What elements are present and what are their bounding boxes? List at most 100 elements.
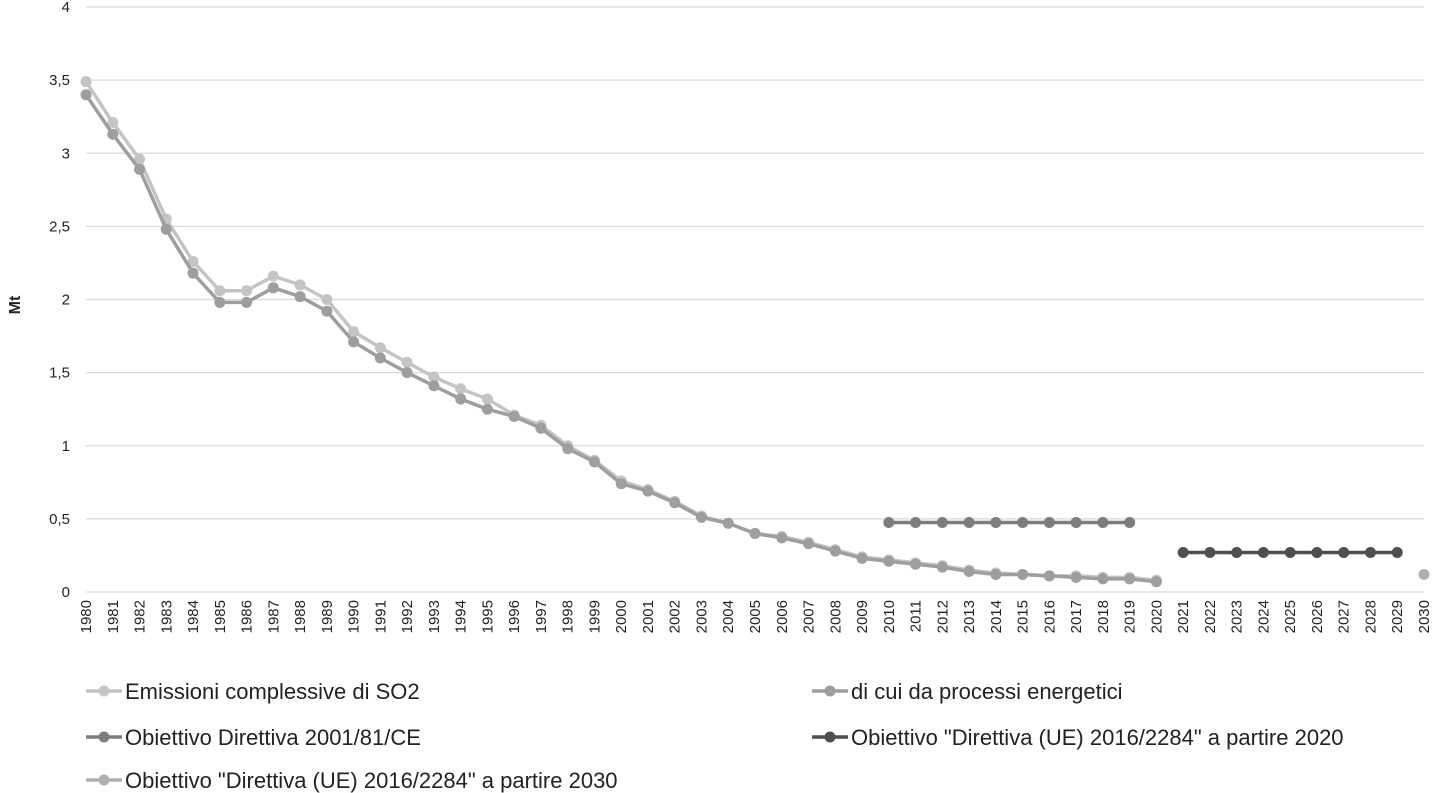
data-point: [267, 282, 279, 294]
data-point: [642, 485, 654, 497]
data-point: [1097, 573, 1109, 585]
data-point: [803, 538, 815, 550]
legend-label: Obiettivo "Direttiva (UE) 2016/2284" a p…: [125, 768, 618, 793]
data-point: [1124, 573, 1136, 585]
series-lines: [80, 76, 1430, 588]
x-tick-label: 1989: [319, 600, 336, 633]
data-point: [1418, 568, 1430, 580]
data-point: [883, 555, 895, 567]
x-tick-label: 2000: [613, 600, 630, 633]
data-point: [187, 267, 199, 279]
x-tick-label: 2006: [774, 600, 791, 633]
data-point: [1150, 576, 1162, 588]
x-tick-label: 2024: [1255, 600, 1272, 633]
legend-label: Obiettivo "Direttiva (UE) 2016/2284" a p…: [851, 725, 1344, 750]
x-tick-label: 2017: [1068, 600, 1085, 633]
data-point: [1070, 517, 1082, 529]
data-point: [374, 342, 386, 354]
x-tick-label: 1997: [533, 600, 550, 633]
grid-lines: [86, 6, 1424, 593]
legend-item: Emissioni complessive di SO2: [86, 679, 420, 704]
x-tick-label: 1999: [586, 600, 603, 633]
legend-label: Obiettivo Direttiva 2001/81/CE: [125, 725, 421, 750]
data-point: [722, 517, 734, 529]
y-axis-title: Mt: [7, 295, 24, 314]
x-tick-label: 2016: [1041, 600, 1058, 633]
data-point: [562, 443, 574, 455]
x-tick-label: 1992: [399, 600, 416, 633]
data-point: [910, 558, 922, 570]
data-point: [401, 356, 413, 368]
x-tick-label: 1983: [158, 600, 175, 633]
x-tick-label: 1994: [453, 600, 470, 633]
data-point: [1338, 547, 1350, 559]
y-tick-label: 1,5: [49, 365, 70, 382]
data-point: [241, 296, 253, 308]
data-point: [481, 403, 493, 415]
x-tick-label: 2018: [1095, 600, 1112, 633]
data-point: [883, 517, 895, 529]
data-point: [990, 517, 1002, 529]
data-point: [428, 371, 440, 383]
x-tick-label: 2026: [1309, 600, 1326, 633]
x-tick-label: 2025: [1282, 600, 1299, 633]
series-line: [84, 80, 1157, 583]
y-tick-label: 2,5: [49, 218, 70, 235]
data-point: [749, 528, 761, 539]
data-point: [455, 393, 467, 405]
data-point: [321, 305, 333, 317]
data-point: [455, 383, 467, 395]
data-point: [508, 411, 520, 422]
x-tick-label: 1993: [426, 600, 443, 633]
data-point: [428, 380, 440, 392]
data-point: [1097, 517, 1109, 529]
x-tick-label: 2012: [934, 600, 951, 633]
x-tick-label: 2009: [854, 600, 871, 633]
legend-swatch-marker: [824, 685, 836, 697]
legend-swatch-marker: [98, 774, 110, 786]
series-2: [883, 517, 1136, 529]
data-point: [1043, 517, 1055, 529]
data-point: [1311, 547, 1323, 559]
y-tick-label: 4: [62, 0, 70, 16]
data-point: [829, 545, 841, 557]
y-tick-label: 1: [62, 438, 70, 455]
x-tick-label: 2008: [827, 600, 844, 633]
data-point: [160, 223, 172, 235]
data-point: [1017, 517, 1029, 529]
x-tick-label: 1981: [105, 600, 122, 633]
legend-item: di cui da processi energetici: [812, 679, 1122, 704]
x-tick-label: 1996: [506, 600, 523, 633]
data-point: [776, 532, 788, 544]
data-point: [241, 285, 253, 297]
x-tick-label: 2019: [1122, 600, 1139, 633]
x-tick-label: 1998: [560, 600, 577, 633]
legend: Emissioni complessive di SO2 di cui da pr…: [86, 679, 1344, 793]
data-point: [348, 336, 360, 348]
x-tick-label: 1986: [239, 600, 256, 633]
data-point: [267, 270, 279, 282]
legend-item: Obiettivo "Direttiva (UE) 2016/2284" a p…: [86, 768, 618, 793]
data-point: [1391, 547, 1403, 559]
data-point: [1364, 547, 1376, 559]
x-tick-label: 2027: [1336, 600, 1353, 633]
x-tick-label: 2021: [1175, 600, 1192, 633]
data-point: [294, 291, 306, 303]
data-point: [214, 285, 226, 297]
x-tick-label: 2002: [667, 600, 684, 633]
legend-item: Obiettivo "Direttiva (UE) 2016/2284" a p…: [812, 725, 1344, 750]
y-tick-label: 0,5: [49, 511, 70, 528]
data-point: [963, 517, 975, 529]
series-line: [84, 93, 1157, 584]
data-point: [187, 255, 199, 267]
data-point: [401, 367, 413, 379]
data-point: [963, 566, 975, 578]
data-point: [80, 89, 92, 101]
data-point: [1043, 570, 1055, 582]
x-tick-label: 1990: [346, 600, 363, 633]
legend-swatch-marker: [824, 731, 836, 743]
data-point: [321, 294, 333, 305]
x-tick-label: 1985: [212, 600, 229, 633]
series-1: [80, 89, 1162, 588]
